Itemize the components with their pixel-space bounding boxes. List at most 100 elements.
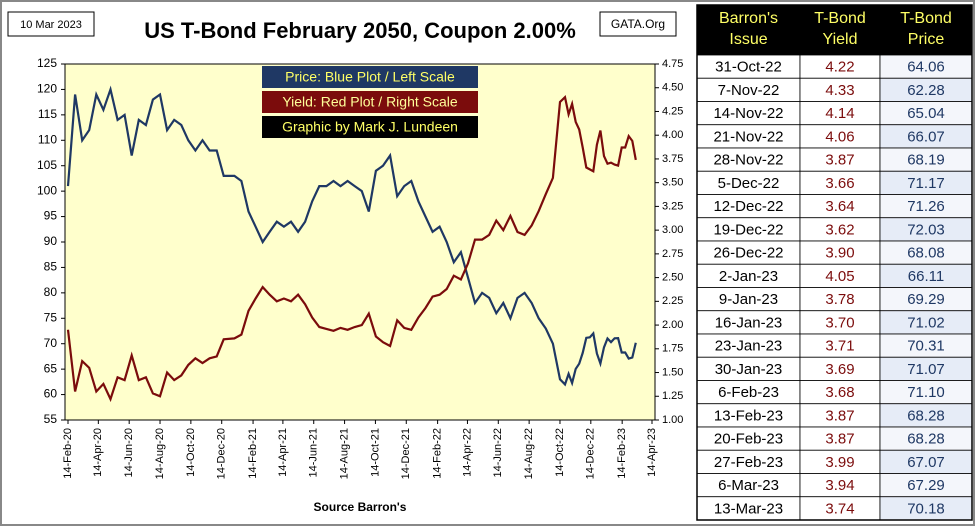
table-cell-text: 23-Jan-23 bbox=[715, 338, 783, 355]
table-cell-text: 16-Jan-23 bbox=[715, 314, 783, 331]
y-tick-label: 65 bbox=[44, 361, 58, 375]
y2-tick-label: 1.75 bbox=[662, 343, 683, 355]
y2-tick-label: 4.75 bbox=[662, 58, 683, 70]
table-cell-text: 3.64 bbox=[825, 198, 854, 215]
table-cell-text: 3.62 bbox=[825, 221, 854, 238]
y-tick-label: 125 bbox=[37, 56, 57, 70]
x-tick-label: 14-Apr-22 bbox=[461, 428, 473, 477]
y-tick-label: 115 bbox=[38, 107, 57, 121]
table-cell-text: 31-Oct-22 bbox=[715, 59, 782, 76]
table-cell-text: 13-Mar-23 bbox=[714, 500, 783, 517]
table-cell-text: 28-Nov-22 bbox=[713, 152, 783, 169]
table-cell-text: 72.03 bbox=[907, 221, 945, 238]
table-cell-text: 3.99 bbox=[825, 454, 854, 471]
table-cell-text: 3.87 bbox=[825, 152, 854, 169]
table-cell-text: 68.28 bbox=[907, 407, 945, 424]
table-cell-text: 64.06 bbox=[907, 59, 945, 76]
x-tick-label: 14-Feb-22 bbox=[432, 428, 444, 479]
legend-label: Yield: Red Plot / Right Scale bbox=[282, 94, 458, 110]
source-box bbox=[599, 11, 677, 37]
y2-tick-label: 4.25 bbox=[662, 105, 683, 117]
table-header: T-Bond bbox=[814, 10, 866, 27]
x-tick-label: 14-Feb-21 bbox=[247, 428, 259, 479]
y2-tick-label: 2.00 bbox=[662, 319, 683, 331]
y-tick-label: 75 bbox=[44, 310, 58, 324]
x-tick-label: 14-Dec-22 bbox=[585, 428, 597, 479]
table-cell-text: 3.74 bbox=[825, 500, 854, 517]
legend-box bbox=[262, 91, 478, 113]
legend-label: Price: Blue Plot / Left Scale bbox=[285, 69, 455, 85]
table-cell-text: 71.17 bbox=[907, 175, 945, 192]
table-cell-text: 4.33 bbox=[825, 82, 854, 99]
table-cell-text: 30-Jan-23 bbox=[715, 361, 783, 378]
y2-tick-label: 4.00 bbox=[662, 129, 683, 141]
table-cell-text: 4.05 bbox=[825, 268, 854, 285]
table-cell-text: 71.02 bbox=[907, 314, 945, 331]
x-tick-label: 14-Jun-21 bbox=[308, 428, 320, 478]
series-line bbox=[66, 95, 637, 403]
table-cell-text: 3.66 bbox=[825, 175, 854, 192]
y-tick-label: 90 bbox=[44, 234, 58, 248]
table-cell-text: 67.07 bbox=[907, 454, 945, 471]
table-header: T-Bond bbox=[900, 10, 952, 27]
x-tick-label: 14-Oct-21 bbox=[369, 428, 381, 477]
x-tick-label: 14-Oct-22 bbox=[554, 428, 566, 477]
y-tick-label: 105 bbox=[37, 158, 57, 172]
table-cell-text: 68.28 bbox=[907, 431, 945, 448]
table-cell-text: 12-Dec-22 bbox=[713, 198, 783, 215]
table-cell-text: 5-Dec-22 bbox=[718, 175, 780, 192]
table-cell-text: 68.19 bbox=[907, 152, 945, 169]
table-header: Price bbox=[908, 31, 945, 48]
x-tick-label: 14-Feb-23 bbox=[616, 428, 628, 479]
y-tick-label: 100 bbox=[37, 183, 57, 197]
table-cell-text: 9-Jan-23 bbox=[719, 291, 778, 308]
table-cell-text: 70.31 bbox=[907, 338, 945, 355]
y-tick-label: 70 bbox=[44, 336, 58, 350]
table-cell-text: 65.04 bbox=[907, 105, 945, 122]
y2-tick-label: 4.50 bbox=[662, 82, 683, 94]
table-cell-text: 66.11 bbox=[908, 268, 944, 285]
table-header: Yield bbox=[823, 31, 858, 48]
y-tick-label: 120 bbox=[37, 82, 57, 96]
table-cell-text: 6-Feb-23 bbox=[718, 384, 779, 401]
y2-tick-label: 3.25 bbox=[662, 200, 683, 212]
table-cell-text: 3.71 bbox=[825, 338, 854, 355]
table-cell-text: 68.08 bbox=[907, 245, 945, 262]
y-tick-label: 55 bbox=[44, 412, 58, 426]
table-cell-text: 71.10 bbox=[907, 384, 945, 401]
y-tick-label: 110 bbox=[38, 132, 57, 146]
table-cell-text: 71.26 bbox=[907, 198, 945, 215]
table-cell-text: 4.06 bbox=[825, 128, 854, 145]
x-tick-label: 14-Aug-20 bbox=[154, 428, 166, 479]
table-cell-text: 4.22 bbox=[825, 59, 854, 76]
table-cell-text: 14-Nov-22 bbox=[713, 105, 783, 122]
table-cell-text: 3.87 bbox=[825, 407, 854, 424]
table-header-bg bbox=[697, 5, 972, 55]
x-tick-label: 14-Apr-20 bbox=[92, 428, 104, 477]
table-cell-text: 19-Dec-22 bbox=[713, 221, 783, 238]
y2-tick-label: 2.50 bbox=[662, 272, 683, 284]
date-box bbox=[7, 11, 95, 37]
credit-box bbox=[262, 116, 478, 138]
x-tick-label: 14-Jun-22 bbox=[492, 428, 504, 478]
y-tick-label: 95 bbox=[44, 209, 58, 223]
date-label: 10 Mar 2023 bbox=[20, 19, 82, 31]
legend-box bbox=[262, 66, 478, 88]
legend: Price: Blue Plot / Left Scale Yield: Red… bbox=[262, 66, 478, 138]
table-cell-text: 7-Nov-22 bbox=[718, 82, 780, 99]
table-cell-text: 70.18 bbox=[907, 500, 945, 517]
table-cell-text: 3.78 bbox=[825, 291, 854, 308]
x-tick-label: 14-Dec-21 bbox=[400, 428, 412, 479]
table-cell-text: 3.68 bbox=[825, 384, 854, 401]
source-label: GATA.Org bbox=[611, 17, 665, 31]
table-cell-text: 62.28 bbox=[907, 82, 945, 99]
chart-title: US T-Bond February 2050, Coupon 2.00% bbox=[144, 18, 576, 43]
table-cell-text: 67.29 bbox=[907, 477, 945, 494]
y2-tick-label: 1.00 bbox=[662, 414, 683, 426]
y2-tick-label: 1.50 bbox=[662, 366, 683, 378]
y2-tick-label: 3.00 bbox=[662, 224, 683, 236]
table-cell-text: 3.70 bbox=[825, 314, 854, 331]
table-header: Barron's bbox=[719, 10, 778, 27]
table-header: Issue bbox=[729, 31, 767, 48]
